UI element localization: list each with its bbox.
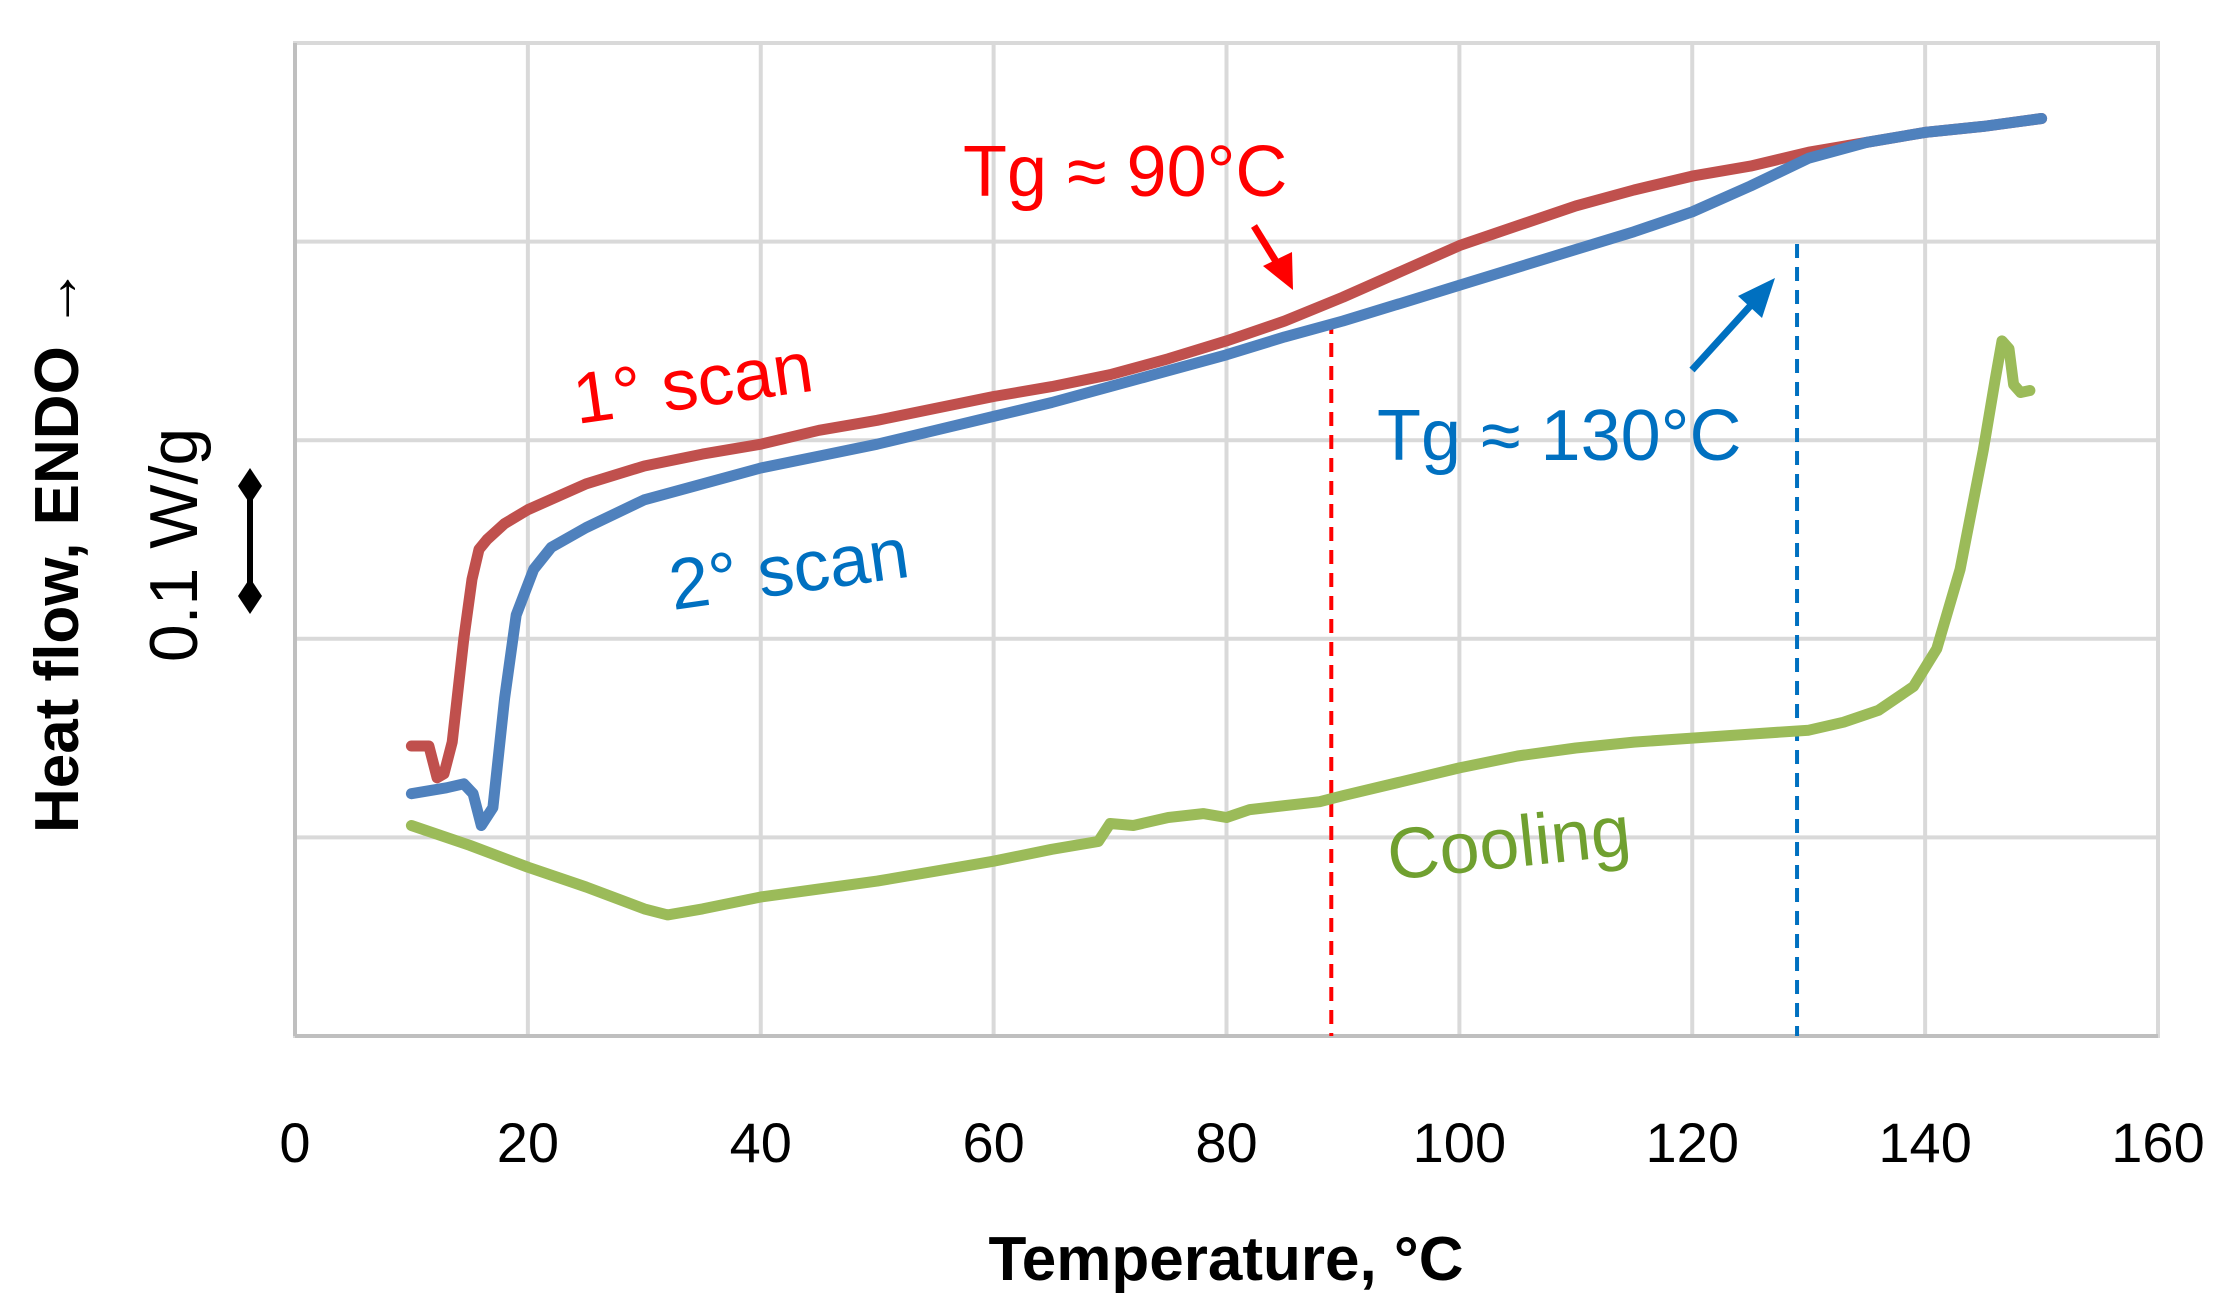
tg-130-label: Tg ≈ 130°C [1377, 396, 1741, 476]
series-lines [405, 113, 2048, 921]
y-axis-title: Heat flow, ENDO → [23, 267, 92, 833]
x-tick-label: 160 [2111, 1111, 2204, 1174]
scale-bar [238, 468, 262, 614]
reference-lines [1329, 244, 1800, 1036]
x-tick-label: 80 [1195, 1111, 1257, 1174]
series-line-cooling [405, 335, 2036, 921]
x-tick-label: 140 [1878, 1111, 1971, 1174]
series-line-1-scan [405, 113, 2048, 784]
x-tick-labels: 0 20 40 60 80 100 120 140 160 [279, 1111, 2204, 1174]
first-scan-label: 1° scan [568, 327, 818, 440]
x-tick-label: 60 [962, 1111, 1024, 1174]
tg-90-arrow [1251, 224, 1293, 290]
cooling-label: Cooling [1383, 791, 1634, 896]
x-axis-title: Temperature, °C [989, 1225, 1464, 1294]
tg-130-arrow [1689, 278, 1775, 373]
series-line-2-scan [405, 113, 2048, 831]
tg-90-label: Tg ≈ 90°C [963, 132, 1287, 212]
x-tick-label: 20 [497, 1111, 559, 1174]
second-scan-label: 2° scan [664, 513, 914, 626]
scale-bar-label: 0.1 W/g [136, 428, 212, 662]
x-tick-label: 0 [279, 1111, 310, 1174]
x-tick-label: 100 [1413, 1111, 1506, 1174]
x-tick-label: 120 [1646, 1111, 1739, 1174]
x-tick-label: 40 [730, 1111, 792, 1174]
